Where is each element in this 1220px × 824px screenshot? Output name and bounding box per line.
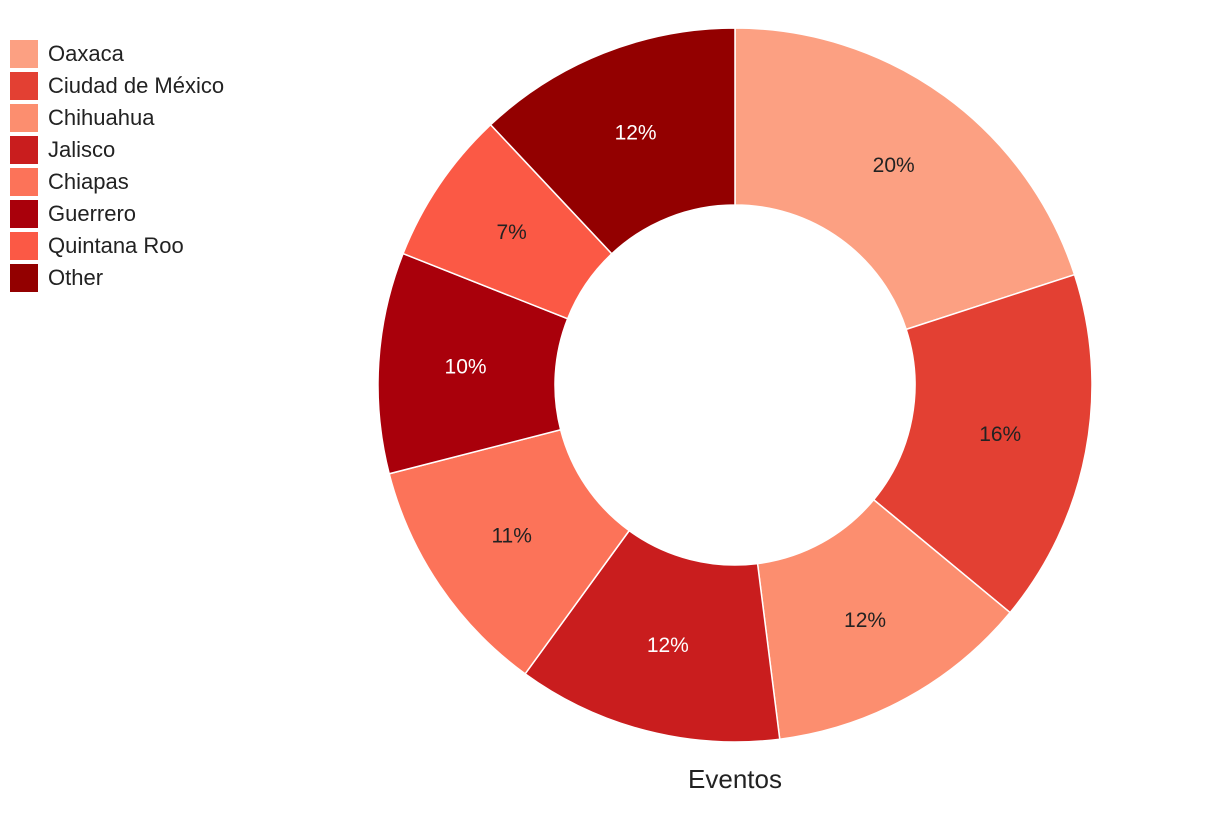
slice-label: 7% [497, 221, 527, 244]
legend-swatch [10, 104, 38, 132]
legend-swatch [10, 72, 38, 100]
legend-swatch [10, 168, 38, 196]
legend-label: Jalisco [48, 137, 116, 162]
legend-item-guerrero[interactable]: Guerrero [10, 198, 224, 230]
slice-label: 10% [445, 356, 487, 379]
legend-item-other[interactable]: Other [10, 262, 224, 294]
slice-labels: 20% 16% 12% 12% 11% 10% 7% 12% [445, 122, 1022, 658]
legend-label: Chiapas [48, 169, 129, 194]
slice-label: 12% [647, 634, 689, 657]
chart-legend: Oaxaca Ciudad de México Chihuahua Jalisc… [10, 38, 224, 294]
legend-label: Quintana Roo [48, 233, 184, 258]
chart-xlabel: Eventos [688, 764, 782, 794]
legend-label: Guerrero [48, 201, 137, 226]
legend-item-jalisco[interactable]: Jalisco [10, 134, 224, 166]
legend-item-chiapas[interactable]: Chiapas [10, 166, 224, 198]
legend-item-ciudad-de-mexico[interactable]: Ciudad de México [10, 70, 224, 102]
legend-item-oaxaca[interactable]: Oaxaca [10, 38, 224, 70]
legend-item-chihuahua[interactable]: Chihuahua [10, 102, 224, 134]
slice-label: 20% [873, 154, 915, 177]
slice-jalisco[interactable] [524, 529, 781, 743]
slice-oaxaca[interactable] [734, 27, 1076, 331]
slice-other[interactable] [489, 27, 736, 255]
legend-label: Oaxaca [48, 41, 124, 66]
slice-label: 12% [844, 609, 886, 632]
legend-swatch [10, 40, 38, 68]
legend-label: Other [48, 265, 104, 290]
slice-label: 11% [491, 524, 531, 547]
legend-item-quintana-roo[interactable]: Quintana Roo [10, 230, 224, 262]
legend-label: Ciudad de México [48, 73, 225, 98]
legend-swatch [10, 232, 38, 260]
legend-swatch [10, 200, 38, 228]
legend-swatch [10, 136, 38, 164]
slice-chihuahua[interactable] [756, 498, 1012, 741]
slice-ciudad-de-m-xico[interactable] [872, 273, 1093, 614]
slice-label: 16% [979, 423, 1021, 446]
slice-label: 12% [615, 122, 657, 145]
donut-slices [377, 27, 1093, 743]
legend-label: Chihuahua [48, 105, 155, 130]
legend-swatch [10, 264, 38, 292]
